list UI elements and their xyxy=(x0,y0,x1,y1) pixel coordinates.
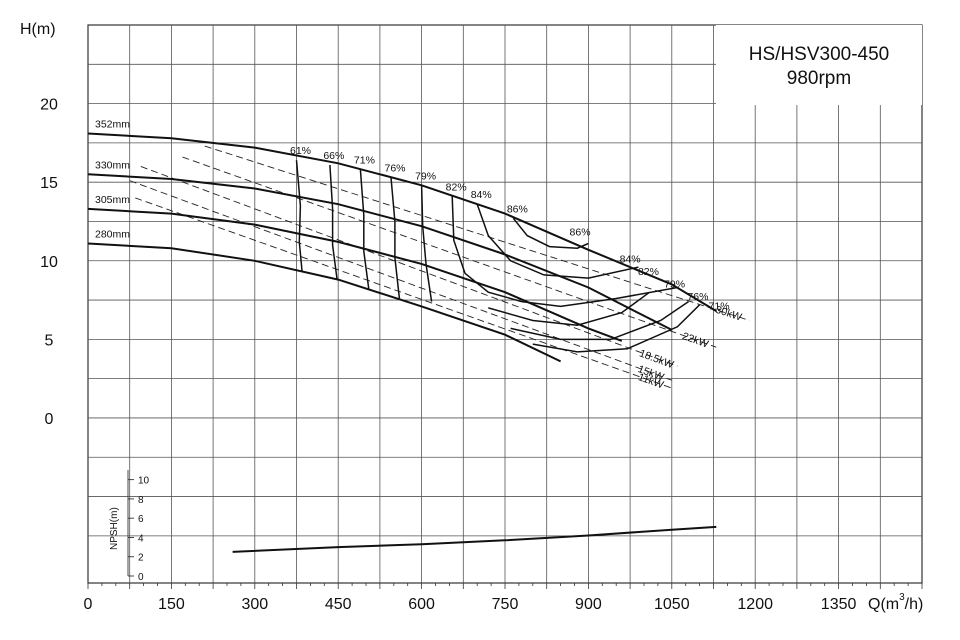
npsh-panel: 0 2 4 6 8 10 xyxy=(127,470,717,583)
x-axis-label-main: Q(m xyxy=(868,596,899,613)
efficiency-line xyxy=(329,164,338,280)
chart-subtitle: 980rpm xyxy=(787,68,851,89)
efficiency-branch xyxy=(532,304,701,353)
power-line xyxy=(182,156,717,348)
npsh-tick-label: 10 xyxy=(138,476,150,487)
impeller-curve xyxy=(87,242,562,363)
efficiency-line xyxy=(476,203,639,279)
x-tick-label: 1200 xyxy=(737,596,773,613)
y-tick-label: 10 xyxy=(40,254,58,271)
x-tick-label: 1350 xyxy=(821,596,857,613)
power-label: 22kW xyxy=(681,330,710,350)
y-tick-label: 5 xyxy=(45,332,54,349)
x-tick-label: 750 xyxy=(492,596,519,613)
x-axis-label-sup: 3 xyxy=(899,592,905,603)
y-tick-label: 15 xyxy=(40,175,58,192)
efficiency-branch xyxy=(488,291,651,326)
x-axis-label-end: /h) xyxy=(905,596,924,613)
x-tick-label: 150 xyxy=(158,596,185,613)
efficiency-label: 76% xyxy=(385,162,406,174)
efficiency-right-label: 76% xyxy=(687,291,708,303)
impeller-curve xyxy=(87,132,717,312)
y-axis-label: H(m) xyxy=(20,21,56,38)
x-tick-label: 600 xyxy=(408,596,435,613)
npsh-axis-label: NPSH(m) xyxy=(109,507,120,550)
efficiency-lines: 61% 66% 71%76%79%82%84%86%86%84%82%79%76%7… xyxy=(290,145,730,353)
efficiency-line xyxy=(512,217,589,249)
efficiency-right-label: 82% xyxy=(638,266,659,278)
efficiency-right-label: 86% xyxy=(570,227,591,239)
chart-grid xyxy=(87,24,923,584)
efficiency-label: 71% xyxy=(354,155,375,167)
efficiency-line xyxy=(451,196,678,308)
efficiency-label: 82% xyxy=(446,181,467,193)
impeller-label: 352mm xyxy=(95,118,130,130)
power-line xyxy=(204,145,750,321)
efficiency-label: 79% xyxy=(415,170,436,182)
impeller-label: 305mm xyxy=(95,194,130,206)
impeller-curves: 352mm 330mm 305mm 280mm xyxy=(87,118,717,363)
efficiency-label: 86% xyxy=(507,203,528,215)
efficiency-right-label: 84% xyxy=(620,253,641,265)
efficiency-line xyxy=(420,185,433,302)
efficiency-label: 61% xyxy=(290,145,311,157)
impeller-curve xyxy=(87,173,673,331)
impeller-curve xyxy=(87,207,623,342)
impeller-label: 280mm xyxy=(95,228,130,240)
efficiency-label: 84% xyxy=(471,189,492,201)
y-tick-label: 0 xyxy=(45,411,54,428)
chart-title: HS/HSV300-450 xyxy=(749,44,889,65)
efficiency-label: 66% xyxy=(323,150,344,162)
npsh-tick-label: 4 xyxy=(138,533,144,544)
npsh-tick-label: 0 xyxy=(138,572,144,583)
efficiency-right-label: 71% xyxy=(709,301,730,313)
x-axis-label: Q(m3/h) xyxy=(868,592,923,613)
power-line xyxy=(129,180,672,381)
x-tick-label: 900 xyxy=(575,596,602,613)
npsh-tick-label: 2 xyxy=(138,553,144,564)
npsh-tick-label: 6 xyxy=(138,514,144,525)
x-tick-label: 450 xyxy=(325,596,352,613)
power-line xyxy=(140,166,678,367)
power-line xyxy=(135,197,672,389)
y-tick-label: 20 xyxy=(40,97,58,114)
x-tick-label: 1050 xyxy=(654,596,690,613)
npsh-tick-label: 8 xyxy=(138,495,144,506)
x-tick-label: 300 xyxy=(241,596,268,613)
efficiency-line xyxy=(295,160,303,272)
efficiency-line xyxy=(390,177,401,299)
x-tick-label: 0 xyxy=(84,596,93,613)
impeller-label: 330mm xyxy=(95,159,130,171)
title-box xyxy=(716,25,922,105)
efficiency-right-label: 79% xyxy=(664,278,685,290)
npsh-curve xyxy=(232,525,717,553)
efficiency-line xyxy=(359,169,370,290)
efficiency-branch xyxy=(510,300,689,341)
